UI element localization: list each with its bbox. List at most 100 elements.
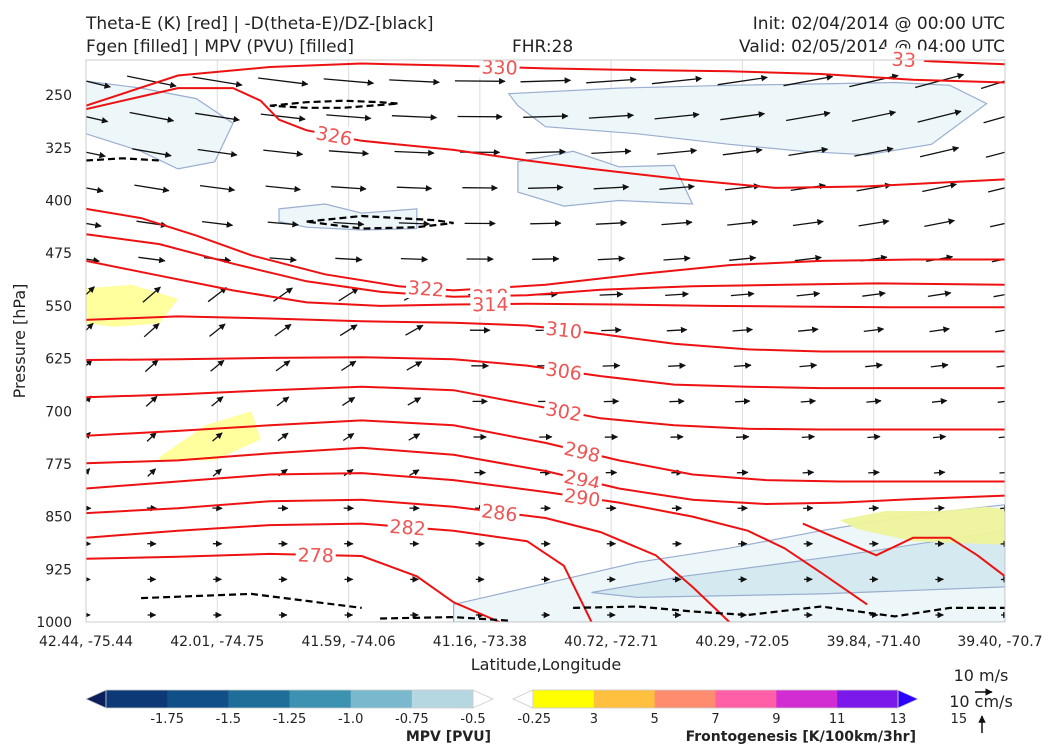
wind-vector: [785, 110, 831, 122]
wind-vector: [202, 220, 234, 228]
wind-vector: [599, 291, 624, 298]
wind-vector: [996, 365, 1005, 368]
title-left-line2: Fgen [filled] | MPV (PVU) [filled]: [86, 37, 355, 57]
wind-vector: [924, 218, 956, 228]
wind-vector: [405, 324, 424, 336]
theta-e-label-306: 306: [544, 358, 583, 385]
wind-vector: [195, 112, 240, 123]
wind-vector: [273, 287, 293, 302]
colorbar-outline: [105, 689, 474, 709]
wind-vector: [129, 111, 175, 123]
wind-vector: [341, 360, 357, 372]
wind-vector: [931, 398, 948, 405]
wind-vector: [86, 151, 106, 159]
wind-vector: [144, 359, 159, 373]
wind-vector: [86, 359, 93, 367]
wind-vector: [409, 469, 420, 476]
colorbar-extend-left: [512, 689, 534, 709]
contour-label-bg: [405, 275, 447, 301]
wind-vector: [783, 74, 834, 87]
x-tick-label: 40.72, -72.71: [564, 634, 658, 650]
wind-vector: [729, 255, 757, 262]
x-tick-label: 39.40, -70.7: [957, 634, 1042, 650]
wind-vector: [342, 432, 355, 442]
theta-e-label-330: 330: [481, 56, 518, 79]
wind-vector: [800, 398, 817, 405]
stability-contour: [86, 157, 160, 162]
wind-vector: [1000, 505, 1005, 512]
wind-vector: [586, 76, 637, 84]
wind-vector: [86, 431, 91, 439]
y-tick-label: 625: [45, 352, 72, 368]
theta-e-contour-278: [86, 552, 500, 622]
wind-vector: [408, 433, 421, 441]
stability-contour: [573, 605, 1005, 618]
y-tick-label: 1000: [36, 615, 72, 631]
wind-vector: [391, 114, 438, 121]
contour-label-bg: [312, 120, 356, 151]
contour-label-bg: [478, 499, 521, 526]
contour-label-layer: 3303332632231831431030630229829429028628…: [295, 46, 925, 567]
colorbar-title: Frontogenesis [K/100km/3hr]: [686, 729, 916, 745]
theta-e-contour-330: [86, 62, 1005, 107]
wind-vector: [980, 80, 1005, 90]
wind-vector: [86, 257, 100, 264]
colorbar-1: 3 5 7 9 11 13 15 Frontogenesis [K/100km/3hr]: [512, 689, 967, 745]
wind-vector: [868, 469, 880, 476]
wind-vector: [997, 400, 1005, 403]
wind-vector: [331, 185, 367, 192]
y-tick-label: 775: [45, 457, 72, 473]
colorbar-swatch: [533, 690, 595, 708]
wind-vector: [209, 323, 226, 337]
theta-e-label-286: 286: [480, 500, 519, 526]
wind-vector: [523, 112, 569, 120]
theta-e-label-290: 290: [563, 485, 602, 512]
x-axis-label: Latitude,Longitude: [471, 655, 622, 674]
wind-vector: [520, 77, 572, 84]
colorbars: -1.75 -1.5 -1.25 -1.0 -0.75 -0.5 -0.25 MPV [PVU…: [85, 689, 967, 745]
colorbar-0: -1.75 -1.5 -1.25 -1.0 -0.75 -0.5 -0.25 MPV [PVU…: [85, 689, 551, 745]
plot-frame: [85, 59, 1006, 623]
wind-vector: [86, 322, 94, 332]
wind-vector: [265, 185, 301, 193]
wind-vector: [86, 115, 109, 124]
wind-vector: [922, 182, 958, 193]
y-tick-label: 700: [45, 404, 72, 420]
y-tick-label: 925: [45, 562, 72, 578]
wind-vector: [126, 75, 177, 89]
wind-vector: [400, 256, 429, 263]
y-tick-label: 475: [45, 246, 72, 262]
wind-vector: [659, 183, 695, 191]
wind-vector: [267, 221, 299, 228]
wind-vector: [276, 396, 290, 407]
wind-vector: [199, 184, 236, 193]
wind-vector: [651, 75, 703, 85]
wind-ref-vertical-label: 10 cm/s: [949, 692, 1013, 711]
wind-vector: [796, 290, 821, 298]
colorbar-tick: -1.0: [338, 712, 363, 727]
y-tick-label: 850: [45, 510, 72, 526]
wind-vector: [212, 432, 223, 442]
theta-e-contour-322: [86, 207, 1005, 292]
y-axis-label: Pressure [hPa]: [10, 284, 29, 399]
theta-e-contour-326: [86, 87, 1005, 189]
title-left-line1: Theta-E (K) [red] | -D(theta-E)/DZ-[blac…: [86, 14, 434, 34]
wind-vector: [275, 360, 291, 372]
colorbar-tick: -0.5: [460, 712, 485, 727]
wind-vector: [192, 76, 243, 88]
wind-vector: [985, 151, 1005, 158]
wind-vector: [851, 110, 897, 122]
theta-e-label-322: 322: [407, 277, 445, 302]
wind-vector: [134, 184, 170, 193]
theta-e-label-314: 314: [472, 294, 508, 316]
wind-vector: [146, 432, 157, 442]
init-time: Init: 02/04/2014 @ 00:00 UTC: [752, 14, 1005, 34]
wind-vector: [927, 290, 952, 298]
wind-vector: [867, 433, 881, 441]
wind-vector: [717, 75, 768, 86]
colorbar-swatch: [228, 690, 290, 708]
wind-vector: [269, 256, 297, 263]
colorbar-tick: -0.25: [517, 712, 551, 727]
wind-vector: [865, 362, 883, 369]
